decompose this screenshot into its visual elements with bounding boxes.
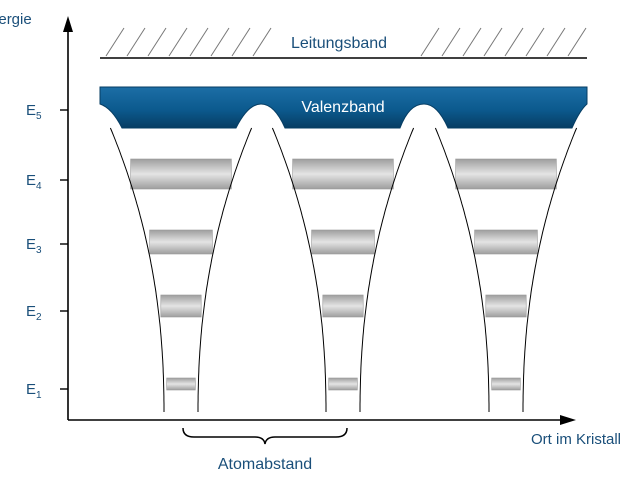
hatch-line xyxy=(504,27,524,57)
hatch-line xyxy=(525,27,545,57)
energy-level-band xyxy=(311,229,375,255)
level-e4: E4 xyxy=(26,172,68,192)
level-e3: E3 xyxy=(26,236,68,256)
hatch-line xyxy=(231,27,251,57)
hatch-line xyxy=(546,27,566,57)
level-label-e4: E4 xyxy=(26,172,42,192)
energy-level-band xyxy=(166,377,196,391)
energy-level-band xyxy=(485,294,527,318)
well-outline-right xyxy=(522,127,578,412)
hatch-line xyxy=(210,27,230,57)
hatch-line xyxy=(462,27,482,57)
hatch-line xyxy=(189,27,209,57)
well-outline-right xyxy=(359,127,415,412)
hatch-line xyxy=(168,27,188,57)
energy-level-band xyxy=(474,229,538,255)
energy-level-band xyxy=(455,158,557,190)
well-outline-right xyxy=(197,127,253,412)
y-axis-arrow xyxy=(63,16,73,32)
hatch-line xyxy=(126,27,146,57)
conduction-band-label: Leitungsband xyxy=(291,35,387,52)
valence-band xyxy=(99,86,588,129)
hatch-line xyxy=(252,27,272,57)
potential-wells xyxy=(109,127,578,412)
level-label-e1: E1 xyxy=(26,381,42,401)
energy-level-band xyxy=(328,377,358,391)
well-outline-left xyxy=(109,127,165,412)
atom-spacing-brace xyxy=(182,427,348,445)
hatch-line xyxy=(147,27,167,57)
level-label-e3: E3 xyxy=(26,236,42,256)
hatch-line xyxy=(105,27,125,57)
conduction-band-hatching xyxy=(105,27,587,57)
level-label-e2: E2 xyxy=(26,303,42,323)
hatch-line xyxy=(483,27,503,57)
x-axis-label: Ort im Kristall xyxy=(531,431,621,448)
hatch-line xyxy=(567,27,587,57)
conduction-label-bg xyxy=(276,30,402,54)
hatch-line xyxy=(420,27,440,57)
well-outline-left xyxy=(271,127,327,412)
level-e1: E1 xyxy=(26,381,68,401)
energy-level-band xyxy=(491,377,521,391)
y-axis-label: Energie xyxy=(0,11,32,28)
level-label-e5: E5 xyxy=(26,102,42,122)
energy-level-band xyxy=(130,158,232,190)
energy-level-band xyxy=(149,229,213,255)
energy-level-band xyxy=(160,294,202,318)
atom-spacing-label: Atomabstand xyxy=(218,456,312,473)
well-outline-left xyxy=(434,127,490,412)
level-e2: E2 xyxy=(26,303,68,323)
level-e5: E5 xyxy=(26,102,68,122)
energy-level-band xyxy=(292,158,394,190)
energy-level-band xyxy=(322,294,364,318)
valence-band-label: Valenzband xyxy=(301,99,384,116)
hatch-line xyxy=(441,27,461,57)
x-axis-arrow xyxy=(560,415,576,425)
